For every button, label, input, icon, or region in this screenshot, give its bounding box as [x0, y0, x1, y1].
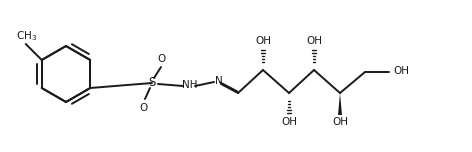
Text: OH: OH — [306, 36, 322, 46]
Text: CH$_3$: CH$_3$ — [16, 29, 37, 43]
Text: OH: OH — [393, 66, 409, 76]
Text: O: O — [139, 103, 147, 113]
Text: OH: OH — [255, 36, 271, 46]
Text: OH: OH — [332, 117, 348, 127]
Polygon shape — [338, 93, 342, 115]
Text: NH: NH — [182, 80, 198, 90]
Text: O: O — [158, 54, 166, 64]
Text: N: N — [215, 76, 223, 86]
Text: OH: OH — [281, 117, 297, 127]
Text: S: S — [148, 76, 156, 90]
